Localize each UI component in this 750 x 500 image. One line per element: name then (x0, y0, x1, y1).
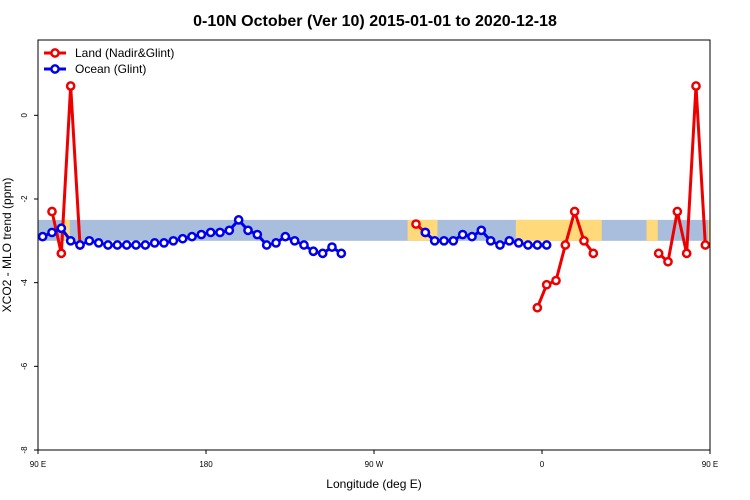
data-point (261, 240, 272, 250)
data-point (168, 235, 179, 246)
data-point (252, 229, 263, 240)
data-point (75, 240, 85, 250)
land-band-region (515, 219, 602, 241)
data-point (476, 225, 487, 236)
y-tick-label: -2 (20, 195, 29, 203)
data-point (56, 248, 67, 259)
x-tick-label: 180 (199, 460, 213, 469)
legend: Land (Nadir&Glint) Ocean (Glint) (44, 46, 174, 76)
y-tick-label: -6 (20, 362, 29, 370)
data-point (551, 275, 561, 286)
data-point (495, 240, 505, 250)
data-point (299, 240, 309, 250)
data-point (65, 235, 76, 246)
data-point (280, 231, 291, 242)
data-point (233, 215, 244, 225)
data-point (672, 206, 683, 217)
data-point (37, 231, 48, 242)
data-point (187, 231, 197, 242)
data-point (121, 240, 132, 250)
data-point (47, 206, 57, 217)
data-point (560, 240, 571, 250)
data-point (504, 235, 515, 246)
series-land (47, 81, 711, 313)
data-point (271, 238, 281, 248)
data-point (47, 227, 57, 238)
data-point (411, 219, 421, 229)
data-point (588, 248, 599, 259)
data-point (112, 240, 123, 250)
axes: 90 E 180 90 W 0 90 E-8-6-4-20 (20, 113, 718, 469)
data-point (215, 227, 225, 238)
legend-item: Ocean (Glint) (44, 62, 146, 76)
legend-label: Land (Nadir&Glint) (75, 46, 174, 60)
y-tick-label: -4 (20, 279, 29, 287)
background-band (38, 219, 710, 241)
data-point (317, 248, 328, 259)
data-point (532, 302, 543, 313)
data-point (103, 240, 113, 250)
data-point (448, 235, 459, 246)
series-ocean (37, 215, 552, 259)
data-point (243, 225, 253, 236)
data-point (429, 235, 440, 246)
data-point (131, 240, 141, 250)
land-band-region (64, 219, 70, 241)
data-point (523, 240, 533, 250)
data-point (224, 225, 235, 236)
legend-swatch-marker (50, 48, 60, 58)
chart-title: 0-10N October (Ver 10) 2015-01-01 to 202… (193, 13, 557, 30)
data-point (691, 81, 701, 91)
data-point (485, 235, 496, 246)
x-tick-label: 90 E (30, 460, 46, 469)
data-point (65, 81, 76, 91)
x-tick-label: 90 E (702, 460, 718, 469)
data-point (467, 231, 477, 242)
legend-item: Land (Nadir&Glint) (44, 46, 174, 60)
data-point (569, 206, 580, 217)
data-point (93, 238, 104, 248)
legend-swatch-marker (50, 64, 60, 74)
data-point (327, 242, 337, 252)
data-point (663, 256, 673, 267)
data-point (56, 223, 67, 234)
data-point (308, 246, 319, 257)
data-point (532, 240, 543, 250)
data-point (513, 238, 524, 248)
data-point (336, 248, 347, 259)
data-point (177, 233, 188, 244)
ocean-band (38, 219, 710, 241)
data-point (541, 279, 552, 290)
data-point (457, 229, 468, 240)
data-point (541, 240, 552, 250)
x-tick-label: 90 W (365, 460, 384, 469)
data-point (84, 235, 95, 246)
y-axis-label: XCO2 - MLO trend (ppm) (0, 178, 14, 313)
data-point (681, 248, 692, 259)
data-point (149, 238, 160, 248)
series-layer (37, 81, 711, 313)
data-point (196, 229, 207, 240)
data-point (140, 240, 151, 250)
data-point (159, 238, 169, 248)
land-band-region (708, 219, 710, 241)
data-point (420, 227, 431, 238)
data-point (700, 240, 711, 250)
legend-label: Ocean (Glint) (75, 62, 146, 76)
x-tick-label: 0 (540, 460, 545, 469)
x-axis-label: Longitude (deg E) (326, 477, 421, 491)
data-point (653, 248, 664, 259)
data-point (439, 235, 449, 246)
y-tick-label: -8 (20, 446, 29, 454)
land-band-region (646, 219, 658, 241)
y-tick-label: 0 (20, 113, 29, 118)
data-point (289, 235, 300, 246)
data-point (579, 235, 589, 246)
data-point (205, 227, 216, 238)
